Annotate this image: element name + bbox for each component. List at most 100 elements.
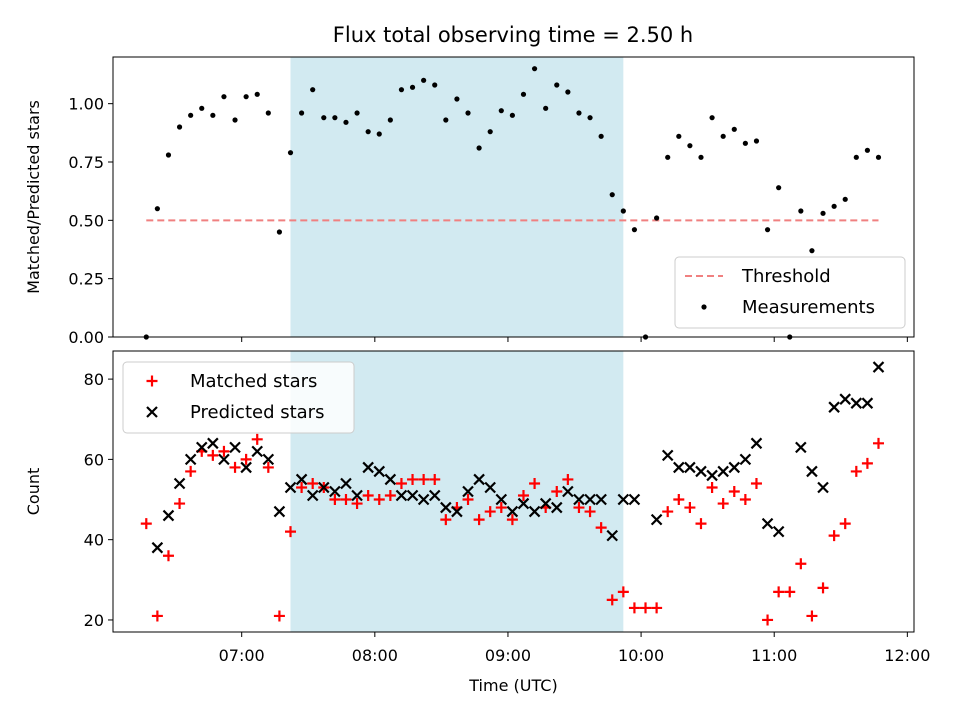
data-point xyxy=(651,602,663,614)
data-point xyxy=(184,453,197,466)
data-point xyxy=(506,505,519,518)
data-point xyxy=(573,493,585,506)
data-point xyxy=(310,87,316,93)
data-point xyxy=(551,486,563,497)
legend-swatch xyxy=(146,406,158,418)
data-point xyxy=(584,506,596,518)
data-point xyxy=(842,196,848,202)
data-point xyxy=(195,441,208,454)
data-point xyxy=(384,490,396,502)
data-point xyxy=(662,506,674,518)
data-point xyxy=(839,518,851,530)
data-point xyxy=(539,497,552,510)
data-point xyxy=(254,91,260,97)
y-tick-label: 20 xyxy=(84,611,104,630)
observing-window-span xyxy=(290,57,624,337)
data-point xyxy=(565,89,571,95)
data-point xyxy=(554,82,560,88)
data-point xyxy=(473,514,485,526)
data-point xyxy=(151,541,164,554)
data-point xyxy=(240,453,252,465)
data-point xyxy=(573,502,585,514)
data-point xyxy=(695,465,707,478)
y-tick-label: 40 xyxy=(84,531,104,550)
data-point xyxy=(762,614,774,626)
data-point xyxy=(465,110,471,116)
x-tick-label: 10:00 xyxy=(618,646,664,665)
data-point xyxy=(784,586,796,598)
data-point xyxy=(665,154,671,160)
data-point xyxy=(850,465,862,477)
data-point xyxy=(251,433,263,445)
y-tick-label: 1.00 xyxy=(68,95,104,114)
data-point xyxy=(307,477,319,489)
data-point xyxy=(709,115,715,121)
data-point xyxy=(739,494,751,506)
legend-label: Measurements xyxy=(742,297,875,318)
data-point xyxy=(706,469,718,482)
data-point xyxy=(587,115,593,121)
data-point xyxy=(176,124,183,130)
data-point xyxy=(395,489,408,502)
data-point xyxy=(861,397,874,409)
data-point xyxy=(318,481,330,494)
data-point xyxy=(162,550,174,562)
data-point xyxy=(218,445,230,457)
legend-label: Predicted stars xyxy=(190,402,324,423)
data-point xyxy=(306,489,319,502)
y-tick-label: 60 xyxy=(84,450,104,469)
axes-frame xyxy=(112,56,915,338)
bottom-panel: 20 40 60 80 07:00 08:00 09:00 10:00 11:00 12:00 Co… xyxy=(24,350,930,695)
data-point xyxy=(262,453,275,466)
data-point xyxy=(776,185,782,191)
data-point xyxy=(550,501,563,514)
data-point xyxy=(606,529,619,542)
data-point xyxy=(742,140,748,146)
data-point xyxy=(351,498,363,510)
data-point xyxy=(273,505,286,518)
data-point xyxy=(772,525,785,538)
data-point xyxy=(221,94,227,100)
data-point xyxy=(232,117,238,123)
data-point xyxy=(151,610,163,622)
data-point xyxy=(684,461,696,474)
legend-swatch xyxy=(146,375,158,387)
data-point xyxy=(820,210,826,216)
data-point xyxy=(207,449,219,461)
data-point xyxy=(354,110,360,116)
data-point xyxy=(828,401,840,413)
data-point xyxy=(872,361,885,373)
data-point xyxy=(817,481,829,494)
data-point xyxy=(376,131,382,137)
data-point xyxy=(739,453,752,466)
data-point xyxy=(850,397,863,409)
data-point xyxy=(285,526,297,538)
data-point xyxy=(861,457,873,469)
data-point xyxy=(498,108,504,114)
data-point xyxy=(406,489,419,502)
data-point xyxy=(421,77,427,83)
data-point xyxy=(154,206,160,212)
data-point xyxy=(562,485,574,498)
legend: Matched stars Predicted stars xyxy=(122,361,355,434)
data-point xyxy=(831,203,837,209)
data-point xyxy=(517,490,529,502)
data-point xyxy=(839,393,851,405)
data-point xyxy=(828,530,840,542)
legend-label: Matched stars xyxy=(190,371,317,392)
data-point xyxy=(387,117,393,123)
data-point xyxy=(595,522,607,534)
x-axis-label: Time (UTC) xyxy=(468,676,557,695)
data-point xyxy=(654,215,660,221)
data-point xyxy=(340,494,352,506)
data-point xyxy=(295,473,308,486)
data-point xyxy=(753,138,760,144)
data-point xyxy=(598,133,604,139)
data-point xyxy=(761,517,774,530)
data-point xyxy=(620,208,626,214)
data-point xyxy=(229,441,241,454)
data-point xyxy=(628,493,641,506)
data-point xyxy=(409,84,416,90)
top-panel: 0.00 0.25 0.50 0.75 1.00 Matched/Predicted st… xyxy=(24,56,915,347)
data-point xyxy=(809,248,815,254)
